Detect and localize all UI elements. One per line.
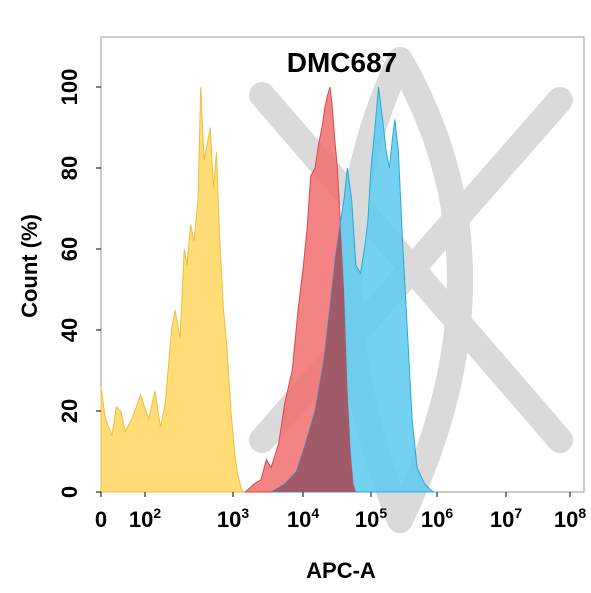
x-tick-exponent: 3 <box>241 505 249 521</box>
y-tick-label: 100 <box>57 69 82 106</box>
x-tick-exponent: 5 <box>379 505 387 521</box>
y-tick-label: 80 <box>57 156 82 180</box>
y-axis-title: Count (%) <box>17 214 42 318</box>
x-tick-exponent: 2 <box>153 505 161 521</box>
x-tick-base: 10 <box>355 507 379 532</box>
chart-title: DMC687 <box>287 47 397 78</box>
x-axis-title: APC-A <box>306 558 376 583</box>
x-tick-exponent: 6 <box>445 505 453 521</box>
x-tick-base: 10 <box>287 507 311 532</box>
x-tick-base: 10 <box>554 507 578 532</box>
x-tick-label: 0 <box>95 507 107 532</box>
x-tick-exponent: 7 <box>514 505 522 521</box>
x-tick-base: 10 <box>217 507 241 532</box>
watermark-stroke <box>387 47 473 533</box>
x-tick-base: 10 <box>421 507 445 532</box>
series-layer <box>100 86 436 493</box>
y-tick-label: 60 <box>57 237 82 261</box>
x-tick-label: 103 <box>217 505 249 532</box>
x-tick-label: 105 <box>355 505 387 532</box>
y-tick-label: 20 <box>57 399 82 423</box>
series-area-yellow <box>100 86 245 493</box>
x-tick-label: 102 <box>129 505 161 532</box>
x-tick-base: 10 <box>129 507 153 532</box>
x-tick-label: 107 <box>490 505 522 532</box>
x-tick-label: 104 <box>287 505 319 532</box>
y-tick-label: 40 <box>57 318 82 342</box>
x-tick-label: 106 <box>421 505 453 532</box>
x-tick-base: 0 <box>95 507 107 532</box>
x-tick-base: 10 <box>490 507 514 532</box>
y-tick-label: 0 <box>57 486 82 498</box>
x-tick-exponent: 4 <box>311 505 319 521</box>
x-tick-exponent: 8 <box>578 505 586 521</box>
x-tick-label: 108 <box>554 505 586 532</box>
